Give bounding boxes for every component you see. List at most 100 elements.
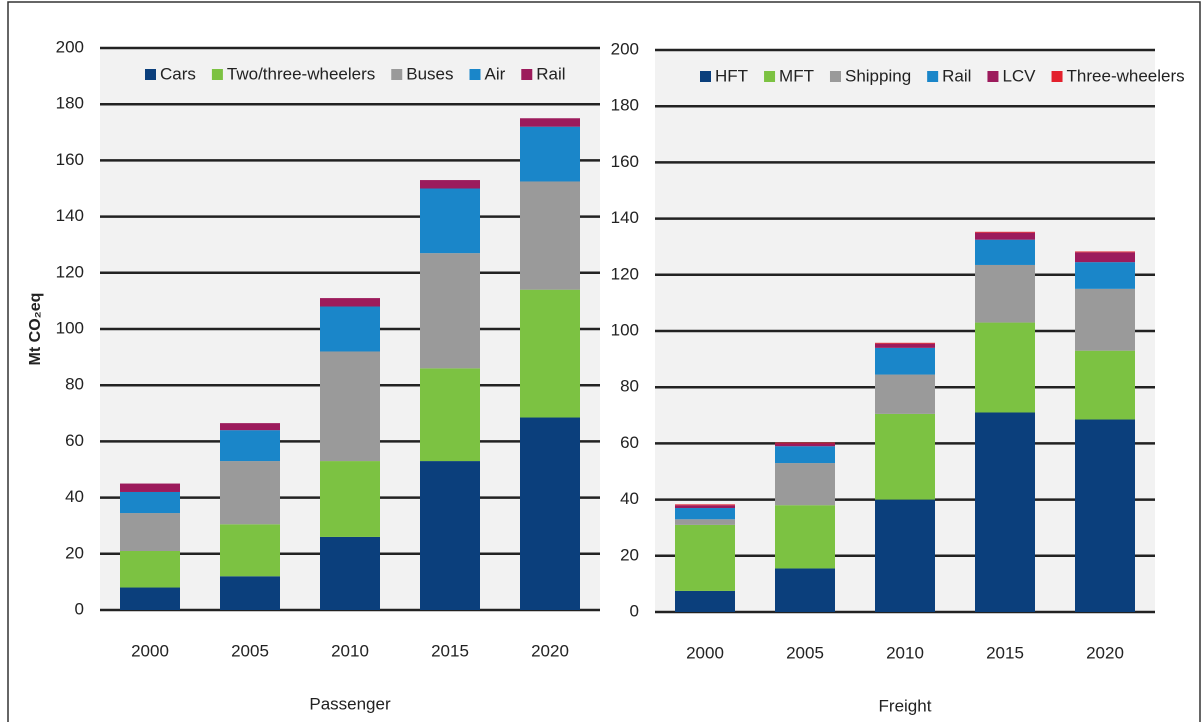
legend-label: Buses [406,64,453,83]
bar-segment [875,499,935,612]
bar-segment [420,368,480,462]
y-tick-label: 80 [620,377,639,396]
y-tick-label: 160 [611,152,639,171]
y-tick-label: 0 [75,599,84,618]
legend-label: Air [485,64,506,83]
bar-segment [220,423,280,431]
bar-segment [975,412,1035,612]
bar-segment [675,524,735,591]
y-tick-label: 80 [65,375,84,394]
bar-segment [1075,252,1135,263]
x-tick-label: 2010 [886,643,924,662]
legend-swatch [521,69,533,80]
y-tick-label: 140 [611,208,639,227]
y-tick-label: 20 [65,543,84,562]
legend-swatch [927,71,939,82]
bar-segment [120,587,180,610]
bar-segment [520,181,580,290]
bar-segment [975,232,1035,240]
legend-swatch [1051,71,1063,82]
legend-swatch [469,69,481,80]
bar-segment [420,253,480,369]
y-tick-label: 60 [65,431,84,450]
bar-segment [675,508,735,520]
x-axis-label: Passenger [309,694,391,713]
bar-segment [320,536,380,610]
x-tick-label: 2020 [1086,643,1124,662]
bar-segment [675,504,735,506]
legend-swatch [145,69,156,80]
y-tick-label: 140 [56,206,84,225]
y-tick-label: 180 [56,94,84,113]
legend-label: Rail [536,64,565,83]
y-tick-label: 160 [56,150,84,169]
y-tick-label: 200 [611,39,639,58]
bar-segment [220,461,280,525]
legend-swatch [391,69,403,80]
bar-segment [520,417,580,610]
bar-segment [875,413,935,500]
x-tick-label: 2000 [131,641,169,660]
legend-label: HFT [715,66,748,85]
legend-swatch [211,69,223,80]
x-tick-label: 2010 [331,641,369,660]
legend-swatch [700,71,711,82]
bar-segment [775,505,835,569]
x-tick-label: 2015 [431,641,469,660]
bar-segment [120,550,180,588]
bar-segment [120,513,180,551]
x-axis-label: Freight [879,696,932,715]
legend-label: Shipping [845,66,911,85]
bar-segment [320,298,380,307]
bar-segment [220,524,280,577]
bar-segment [320,351,380,462]
y-axis-label: Mt CO₂eq [27,293,44,366]
bar-segment [1075,350,1135,420]
y-tick-label: 40 [620,489,639,508]
bar-segment [775,446,835,464]
bar-segment [875,343,935,348]
bar-segment [1075,419,1135,612]
bar-segment [1075,262,1135,289]
legend-label: Rail [942,66,971,85]
y-tick-label: 40 [65,487,84,506]
bar-segment [875,342,935,344]
y-tick-label: 120 [56,262,84,281]
y-tick-label: 60 [620,433,639,452]
bar-segment [775,463,835,506]
legend-label: LCV [1002,66,1036,85]
y-tick-label: 100 [611,320,639,339]
bar-segment [775,443,835,447]
bar-segment [975,322,1035,413]
y-tick-label: 200 [56,37,84,56]
y-tick-label: 100 [56,318,84,337]
legend-swatch [829,71,841,82]
bar-segment [975,239,1035,265]
y-tick-label: 120 [611,264,639,283]
bar-segment [420,180,480,189]
x-tick-label: 2020 [531,641,569,660]
bar-segment [120,491,180,514]
bar-segment [320,306,380,352]
y-tick-label: 0 [630,601,639,620]
bar-segment [975,231,1035,233]
bar-segment [875,374,935,414]
bar-segment [520,118,580,127]
x-tick-label: 2005 [231,641,269,660]
legend-label: Two/three-wheelers [227,64,375,83]
bar-segment [220,576,280,610]
bar-segment [675,590,735,612]
legend-swatch [987,71,999,82]
y-tick-label: 20 [620,545,639,564]
x-tick-label: 2005 [786,643,824,662]
legend-label: Cars [160,64,196,83]
bar-segment [520,289,580,418]
bar-segment [1075,288,1135,351]
bar-segment [775,442,835,444]
bar-segment [975,264,1035,323]
x-tick-label: 2000 [686,643,724,662]
bar-segment [520,126,580,182]
bar-segment [875,347,935,375]
bar-segment [775,568,835,612]
